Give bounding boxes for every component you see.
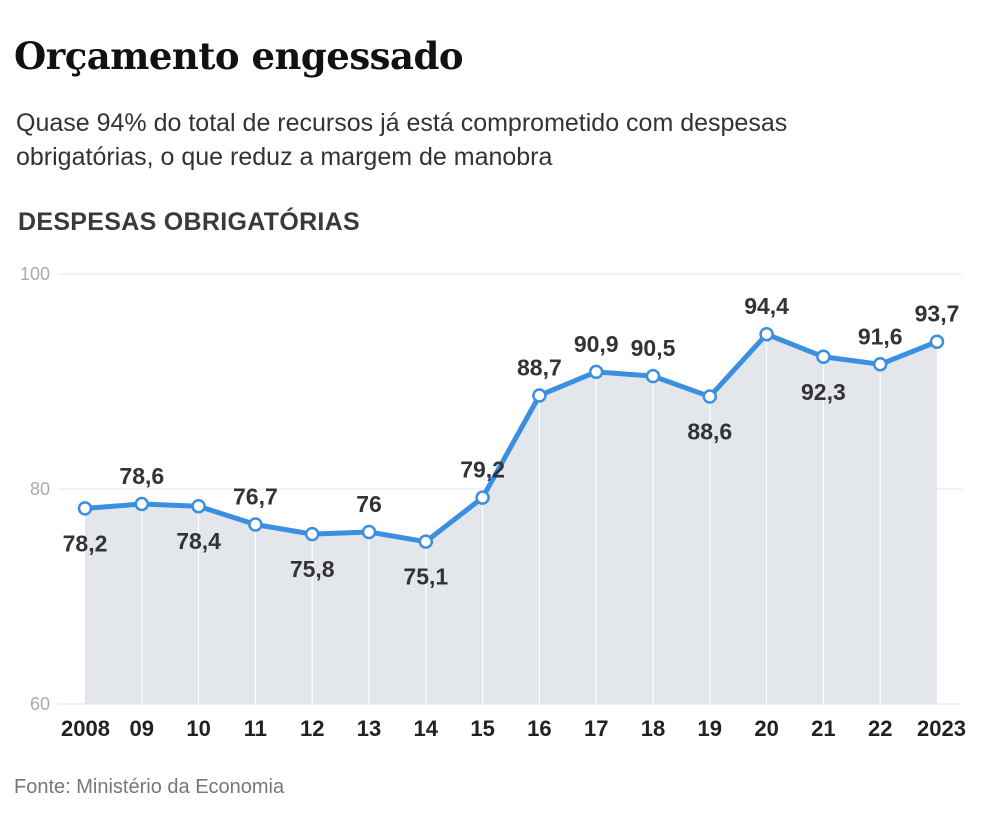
x-tick-label: 12 [300, 716, 324, 741]
data-point-22 [872, 357, 888, 372]
data-label-19: 88,6 [687, 419, 732, 445]
data-label-2023: 93,7 [915, 301, 960, 327]
data-label-15: 79,2 [460, 457, 505, 483]
y-tick-label: 100 [20, 264, 50, 284]
data-label-18: 90,5 [631, 335, 676, 361]
x-tick-label: 10 [186, 716, 210, 741]
data-points [77, 326, 945, 549]
x-tick-label: 19 [698, 716, 722, 741]
data-point-2023 [929, 334, 945, 349]
data-label-22: 91,6 [858, 323, 903, 349]
x-tick-label: 21 [811, 716, 835, 741]
data-point-20 [759, 326, 774, 342]
chart-title: Orçamento engessado [14, 34, 464, 78]
x-tick-label: 2008 [61, 716, 110, 741]
data-point-21 [816, 349, 831, 365]
data-label-20: 94,4 [744, 293, 789, 319]
data-label-13: 76 [356, 491, 382, 517]
chart-subtitle: Quase 94% do total de recursos já está c… [16, 109, 788, 171]
x-tick-label: 15 [470, 716, 494, 741]
x-tick-label: 11 [244, 716, 267, 741]
data-point-12 [304, 526, 320, 542]
area-fill [85, 334, 937, 704]
x-tick-label: 2023 [917, 716, 966, 741]
data-point-13 [361, 524, 377, 540]
x-axis: 2008 09 10 11 12 13 14 15 16 17 18 19 20 21 22 2023 [61, 716, 966, 741]
data-label-21: 92,3 [801, 379, 846, 405]
data-label-11: 76,7 [233, 483, 278, 509]
data-label-2008: 78,2 [63, 530, 108, 556]
series-line [82, 331, 940, 545]
data-point-18 [645, 368, 661, 384]
y-tick-label: 60 [30, 694, 50, 714]
data-point-2008 [77, 501, 93, 516]
data-label-09: 78,6 [119, 463, 164, 489]
data-label-14: 75,1 [403, 564, 448, 590]
source-note: Fonte: Ministério da Economia [14, 776, 285, 798]
x-tick-label: 14 [414, 716, 439, 741]
x-tick-label: 17 [584, 716, 608, 741]
y-axis: 60 80 100 [20, 264, 50, 714]
x-tick-label: 16 [527, 716, 551, 741]
x-tick-label: 09 [130, 716, 154, 741]
y-tick-label: 80 [30, 479, 50, 499]
data-point-19 [702, 389, 718, 404]
data-point-16 [532, 388, 547, 403]
data-label-10: 78,4 [176, 528, 221, 554]
x-tick-label: 20 [754, 716, 778, 741]
data-label-12: 75,8 [290, 556, 335, 582]
data-point-15 [475, 490, 490, 505]
vertical-grid-lines [141, 334, 881, 704]
area-shape [85, 334, 937, 704]
data-labels: 78,2 78,6 78,4 76,7 75,8 76 75,1 79,2 88,7 90,9 90… [63, 293, 960, 589]
x-tick-label: 18 [641, 716, 665, 741]
data-point-11 [248, 517, 263, 532]
x-tick-label: 22 [868, 716, 892, 741]
series-polyline [82, 331, 940, 545]
data-label-16: 88,7 [517, 354, 562, 380]
series-label: DESPESAS OBRIGATÓRIAS [18, 208, 360, 236]
data-label-17: 90,9 [574, 331, 619, 357]
data-point-14 [418, 534, 434, 549]
data-point-10 [191, 498, 206, 514]
data-point-17 [588, 364, 604, 380]
data-point-09 [134, 496, 150, 512]
x-tick-label: 13 [357, 716, 381, 741]
